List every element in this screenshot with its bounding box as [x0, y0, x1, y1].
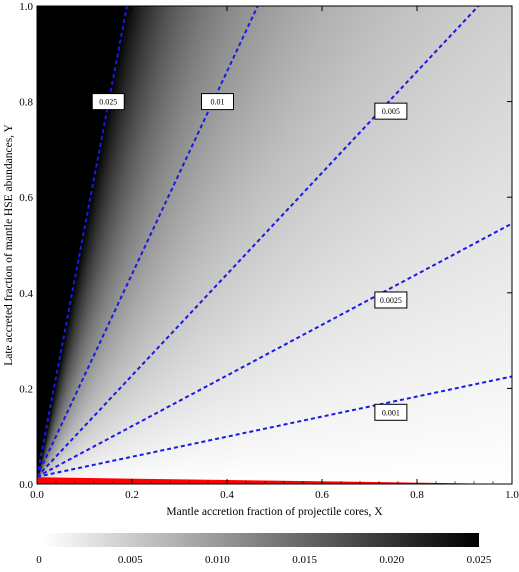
x-tick-label: 0.2 — [125, 489, 139, 501]
x-tick-label: 0.8 — [410, 489, 424, 501]
contour-line-0.025 — [37, 6, 128, 478]
x-tick-label: 0.6 — [315, 489, 329, 501]
x-axis: 0.0 0.2 0.4 0.6 0.8 1.0 — [30, 6, 519, 501]
plot-frame — [36, 5, 513, 485]
y-tick-label: 1.0 — [19, 1, 33, 13]
plot-area: 0.025 0.01 0.005 0.0025 0.001 — [36, 5, 513, 485]
colorbar-tick-label: 0.020 — [379, 554, 404, 566]
y-axis: 0.0 0.2 0.4 0.6 0.8 1.0 — [19, 1, 512, 491]
heatmap-image — [37, 6, 512, 484]
contour-line-0.0025 — [37, 222, 512, 478]
contour-label-0.0025: 0.0025 — [374, 291, 408, 309]
svg-text:0.0025: 0.0025 — [380, 296, 402, 305]
y-tick-label: 0.0 — [19, 479, 33, 491]
y-tick-label: 0.4 — [19, 288, 33, 300]
colorbar: 0 0.005 0.010 0.015 0.020 0.025 — [36, 533, 492, 566]
x-axis-label: Mantle accretion fraction of projectile … — [166, 506, 383, 518]
svg-text:0.001: 0.001 — [382, 408, 400, 417]
colorbar-tick-label: 0.010 — [205, 554, 230, 566]
contour-label-0.001: 0.001 — [374, 403, 408, 421]
colorbar-tick-label: 0 — [36, 554, 42, 566]
colorbar-tick-label: 0.025 — [467, 554, 492, 566]
excluded-region — [37, 477, 512, 484]
x-tick-label: 1.0 — [505, 489, 519, 501]
y-tick-label: 0.8 — [19, 97, 33, 109]
contour-line-0.001 — [37, 375, 512, 478]
svg-text:0.005: 0.005 — [382, 107, 400, 116]
y-tick-label: 0.6 — [19, 192, 33, 204]
contour-label-0.005: 0.005 — [374, 102, 408, 120]
contour-line-0.01 — [37, 6, 259, 478]
contour-line-0.005 — [37, 6, 480, 478]
x-tick-label: 0.0 — [30, 489, 44, 501]
contour-label-0.01: 0.01 — [201, 93, 234, 111]
colorbar-tick-label: 0.015 — [292, 554, 317, 566]
colorbar-tick-label: 0.005 — [118, 554, 143, 566]
x-tick-label: 0.4 — [220, 489, 234, 501]
y-axis-label: Late accreted fraction of mantle HSE abu… — [3, 124, 15, 366]
colorbar-gradient — [43, 533, 479, 547]
contour-label-0.025: 0.025 — [91, 93, 125, 111]
y-tick-label: 0.2 — [19, 383, 33, 395]
svg-text:0.01: 0.01 — [211, 98, 225, 107]
svg-text:0.025: 0.025 — [99, 98, 117, 107]
